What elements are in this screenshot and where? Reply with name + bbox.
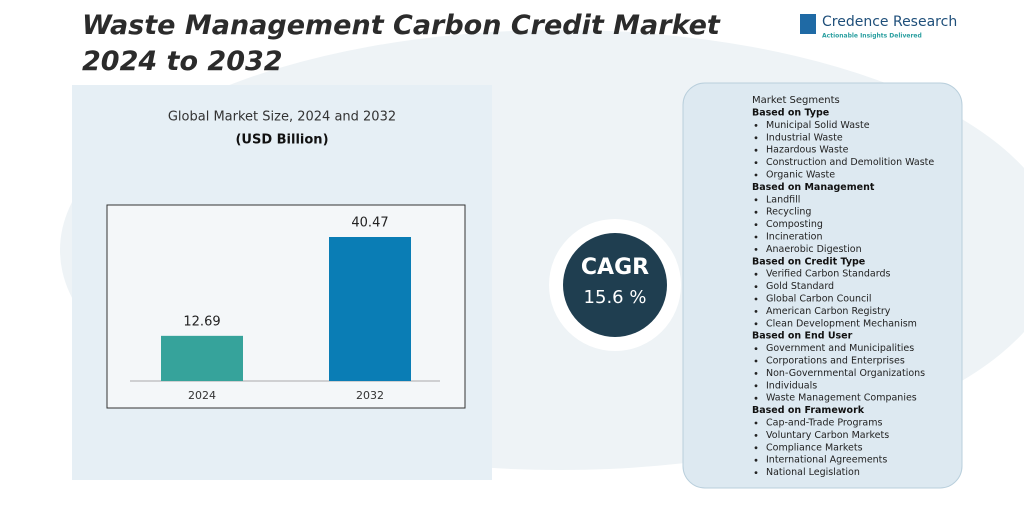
segment-item: Industrial Waste — [766, 132, 843, 143]
chart-subtitle: (USD Billion) — [235, 133, 328, 148]
bullet — [754, 297, 758, 301]
bullet — [754, 198, 758, 202]
segment-heading: Based on End User — [752, 331, 853, 342]
bullet — [754, 235, 758, 239]
bullet — [754, 136, 758, 140]
segment-item: Hazardous Waste — [766, 145, 849, 156]
segment-item: Municipal Solid Waste — [766, 120, 870, 131]
value-label: 40.47 — [351, 216, 388, 231]
bar — [161, 335, 243, 381]
plot-frame — [106, 204, 466, 409]
logo-icon — [800, 14, 816, 34]
bullet — [754, 384, 758, 388]
segment-item: Composting — [766, 219, 823, 230]
bullet — [754, 173, 758, 177]
bullet — [754, 372, 758, 375]
segment-item: Verified Carbon Standards — [766, 269, 890, 280]
bullet — [754, 458, 758, 462]
bullet — [754, 322, 758, 326]
bullet — [754, 446, 758, 450]
segment-item: Individuals — [766, 380, 817, 391]
segment-item: Non-Governmental Organizations — [766, 368, 925, 379]
value-label: 12.69 — [183, 314, 220, 329]
x-tick-label: 2024 — [188, 389, 216, 402]
segment-item: Voluntary Carbon Markets — [766, 430, 889, 441]
bullet — [754, 310, 758, 313]
bullet — [754, 471, 758, 474]
logo-name: Credence Research — [822, 14, 957, 30]
bullet — [754, 148, 758, 152]
cagr-value: 15.6 % — [584, 287, 647, 308]
segment-item: Cap-and-Trade Programs — [766, 418, 882, 429]
bullet — [754, 359, 758, 363]
segment-item: Organic Waste — [766, 170, 835, 181]
segment-item: American Carbon Registry — [766, 306, 891, 317]
bullet — [754, 210, 758, 214]
logo-tagline: Actionable Insights Delivered — [822, 33, 922, 40]
bullet — [754, 421, 758, 425]
bullet — [754, 124, 758, 127]
segment-item: International Agreements — [766, 455, 887, 466]
segment-item: Recycling — [766, 207, 811, 218]
segment-item: Compliance Markets — [766, 442, 863, 453]
x-tick-label: 2032 — [356, 389, 384, 402]
segment-item: Incineration — [766, 232, 822, 243]
bullet — [754, 285, 758, 288]
segment-item: Global Carbon Council — [766, 294, 872, 305]
page-title: Waste Management Carbon Credit Market 202… — [82, 10, 721, 77]
segment-item: Landfill — [766, 194, 800, 205]
bullet — [754, 248, 758, 251]
segment-heading: Based on Type — [752, 108, 829, 119]
bullet — [754, 272, 758, 276]
segment-heading: Based on Management — [752, 182, 875, 193]
segment-item: Waste Management Companies — [766, 393, 917, 404]
bullet — [754, 434, 758, 437]
segment-item: Construction and Demolition Waste — [766, 157, 934, 168]
segments-panel — [682, 82, 963, 489]
bullet — [754, 347, 758, 350]
bullet — [754, 161, 758, 165]
chart-title: Global Market Size, 2024 and 2032 — [168, 110, 396, 125]
segments-title: Market Segments — [752, 95, 840, 106]
bullet — [754, 223, 758, 227]
segment-item: National Legislation — [766, 467, 860, 478]
segment-item: Anaerobic Digestion — [766, 244, 862, 255]
segment-item: Corporations and Enterprises — [766, 356, 905, 367]
segment-item: Clean Development Mechanism — [766, 318, 917, 329]
segment-heading: Based on Credit Type — [752, 256, 865, 267]
bullet — [754, 396, 758, 400]
segment-heading: Based on Framework — [752, 405, 865, 416]
bar — [329, 237, 411, 381]
cagr-label: CAGR — [581, 255, 649, 280]
segment-item: Government and Municipalities — [766, 343, 914, 354]
segment-item: Gold Standard — [766, 281, 834, 292]
cagr-circle — [563, 233, 667, 337]
